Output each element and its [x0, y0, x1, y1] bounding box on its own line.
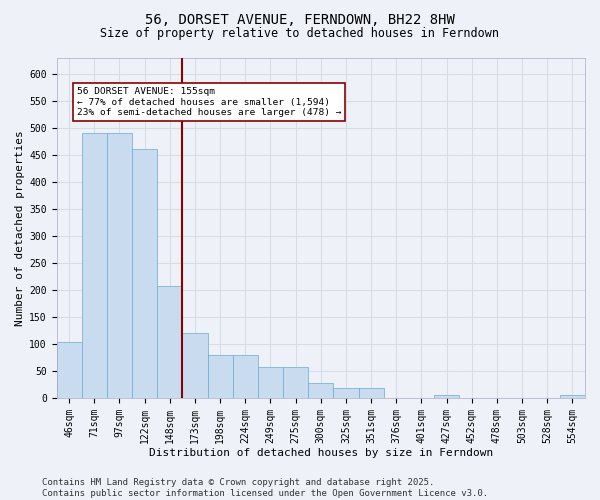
Bar [560, 394, 585, 398]
Bar [56, 342, 82, 398]
Y-axis label: Number of detached properties: Number of detached properties [15, 130, 25, 326]
Bar [208, 355, 233, 399]
Text: Size of property relative to detached houses in Ferndown: Size of property relative to detached ho… [101, 28, 499, 40]
Bar [308, 383, 334, 398]
Bar [258, 367, 283, 398]
Bar [233, 355, 258, 399]
Bar [434, 394, 459, 398]
Bar [359, 388, 383, 398]
Bar [182, 334, 208, 398]
Bar [334, 388, 359, 398]
Text: 56, DORSET AVENUE, FERNDOWN, BH22 8HW: 56, DORSET AVENUE, FERNDOWN, BH22 8HW [145, 12, 455, 26]
Bar [107, 133, 132, 398]
Bar [132, 150, 157, 398]
Text: Contains HM Land Registry data © Crown copyright and database right 2025.
Contai: Contains HM Land Registry data © Crown c… [42, 478, 488, 498]
Bar [283, 367, 308, 398]
Bar [157, 286, 182, 399]
X-axis label: Distribution of detached houses by size in Ferndown: Distribution of detached houses by size … [149, 448, 493, 458]
Text: 56 DORSET AVENUE: 155sqm
← 77% of detached houses are smaller (1,594)
23% of sem: 56 DORSET AVENUE: 155sqm ← 77% of detach… [77, 88, 341, 117]
Bar [82, 133, 107, 398]
